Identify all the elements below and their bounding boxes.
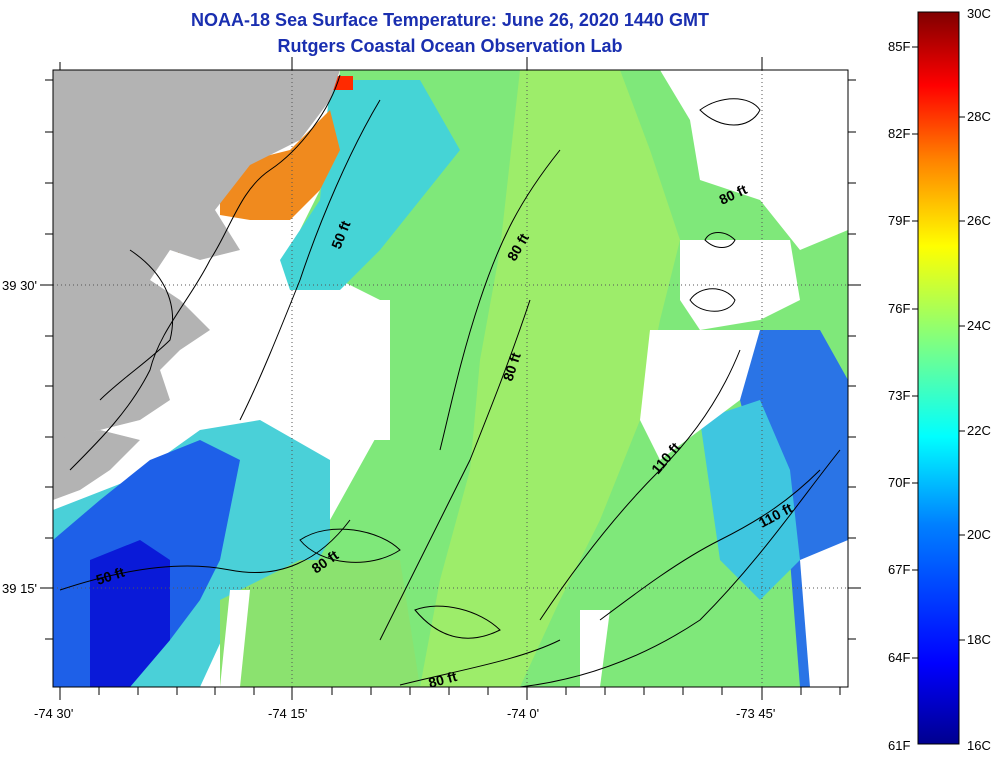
colorbar-c-label: 28C <box>967 109 991 124</box>
colorbar-f-label: 76F <box>888 301 910 316</box>
colorbar-c-label: 24C <box>967 318 991 333</box>
colorbar-f-label: 79F <box>888 213 910 228</box>
graticule <box>53 70 848 687</box>
sst-mid-band <box>420 70 680 687</box>
lat-label: 39 30' <box>2 278 37 293</box>
contour-label: 80 ft <box>427 668 459 691</box>
colorbar-ticks <box>912 46 965 659</box>
colorbar-c-label: 30C <box>967 6 991 21</box>
lon-label: -73 45' <box>736 706 775 721</box>
sst-green-southcentral <box>220 560 420 687</box>
sst-field: 50 ft 80 ft 80 ft 110 ft 80 ft 80 ft 50 … <box>53 70 848 691</box>
colorbar-f-label: 61F <box>888 738 910 753</box>
cloud-patch <box>300 300 390 440</box>
colorbar-f-label: 67F <box>888 562 910 577</box>
sst-warm-coastal <box>220 110 340 220</box>
map-subtitle: Rutgers Coastal Ocean Observation Lab <box>277 36 623 56</box>
land-mass <box>53 70 340 440</box>
lat-label: 39 15' <box>2 581 37 596</box>
colorbar <box>917 11 960 745</box>
sst-cyan-east <box>700 400 800 600</box>
colorbar-f-label: 73F <box>888 388 910 403</box>
colorbar-c-label: 22C <box>967 423 991 438</box>
axis-ticks <box>40 57 861 700</box>
sst-hot-spot <box>333 76 353 90</box>
colorbar-f-label: 64F <box>888 650 910 665</box>
colorbar-c-label: 26C <box>967 213 991 228</box>
colorbar-c-label: 20C <box>967 527 991 542</box>
bathymetry-contours <box>59 74 841 687</box>
colorbar-f-label: 70F <box>888 475 910 490</box>
lon-label: -74 30' <box>34 706 73 721</box>
map-title: NOAA-18 Sea Surface Temperature: June 26… <box>191 10 709 30</box>
colorbar-c-label: 18C <box>967 632 991 647</box>
map-frame <box>52 69 849 688</box>
lon-label: -74 0' <box>507 706 539 721</box>
colorbar-f-label: 82F <box>888 126 910 141</box>
lon-label: -74 15' <box>268 706 307 721</box>
colorbar-c-label: 16C <box>967 738 991 753</box>
colorbar-f-label: 85F <box>888 39 910 54</box>
sst-deep-blue-south <box>90 540 170 687</box>
sst-cyan-nearshore <box>280 80 460 290</box>
